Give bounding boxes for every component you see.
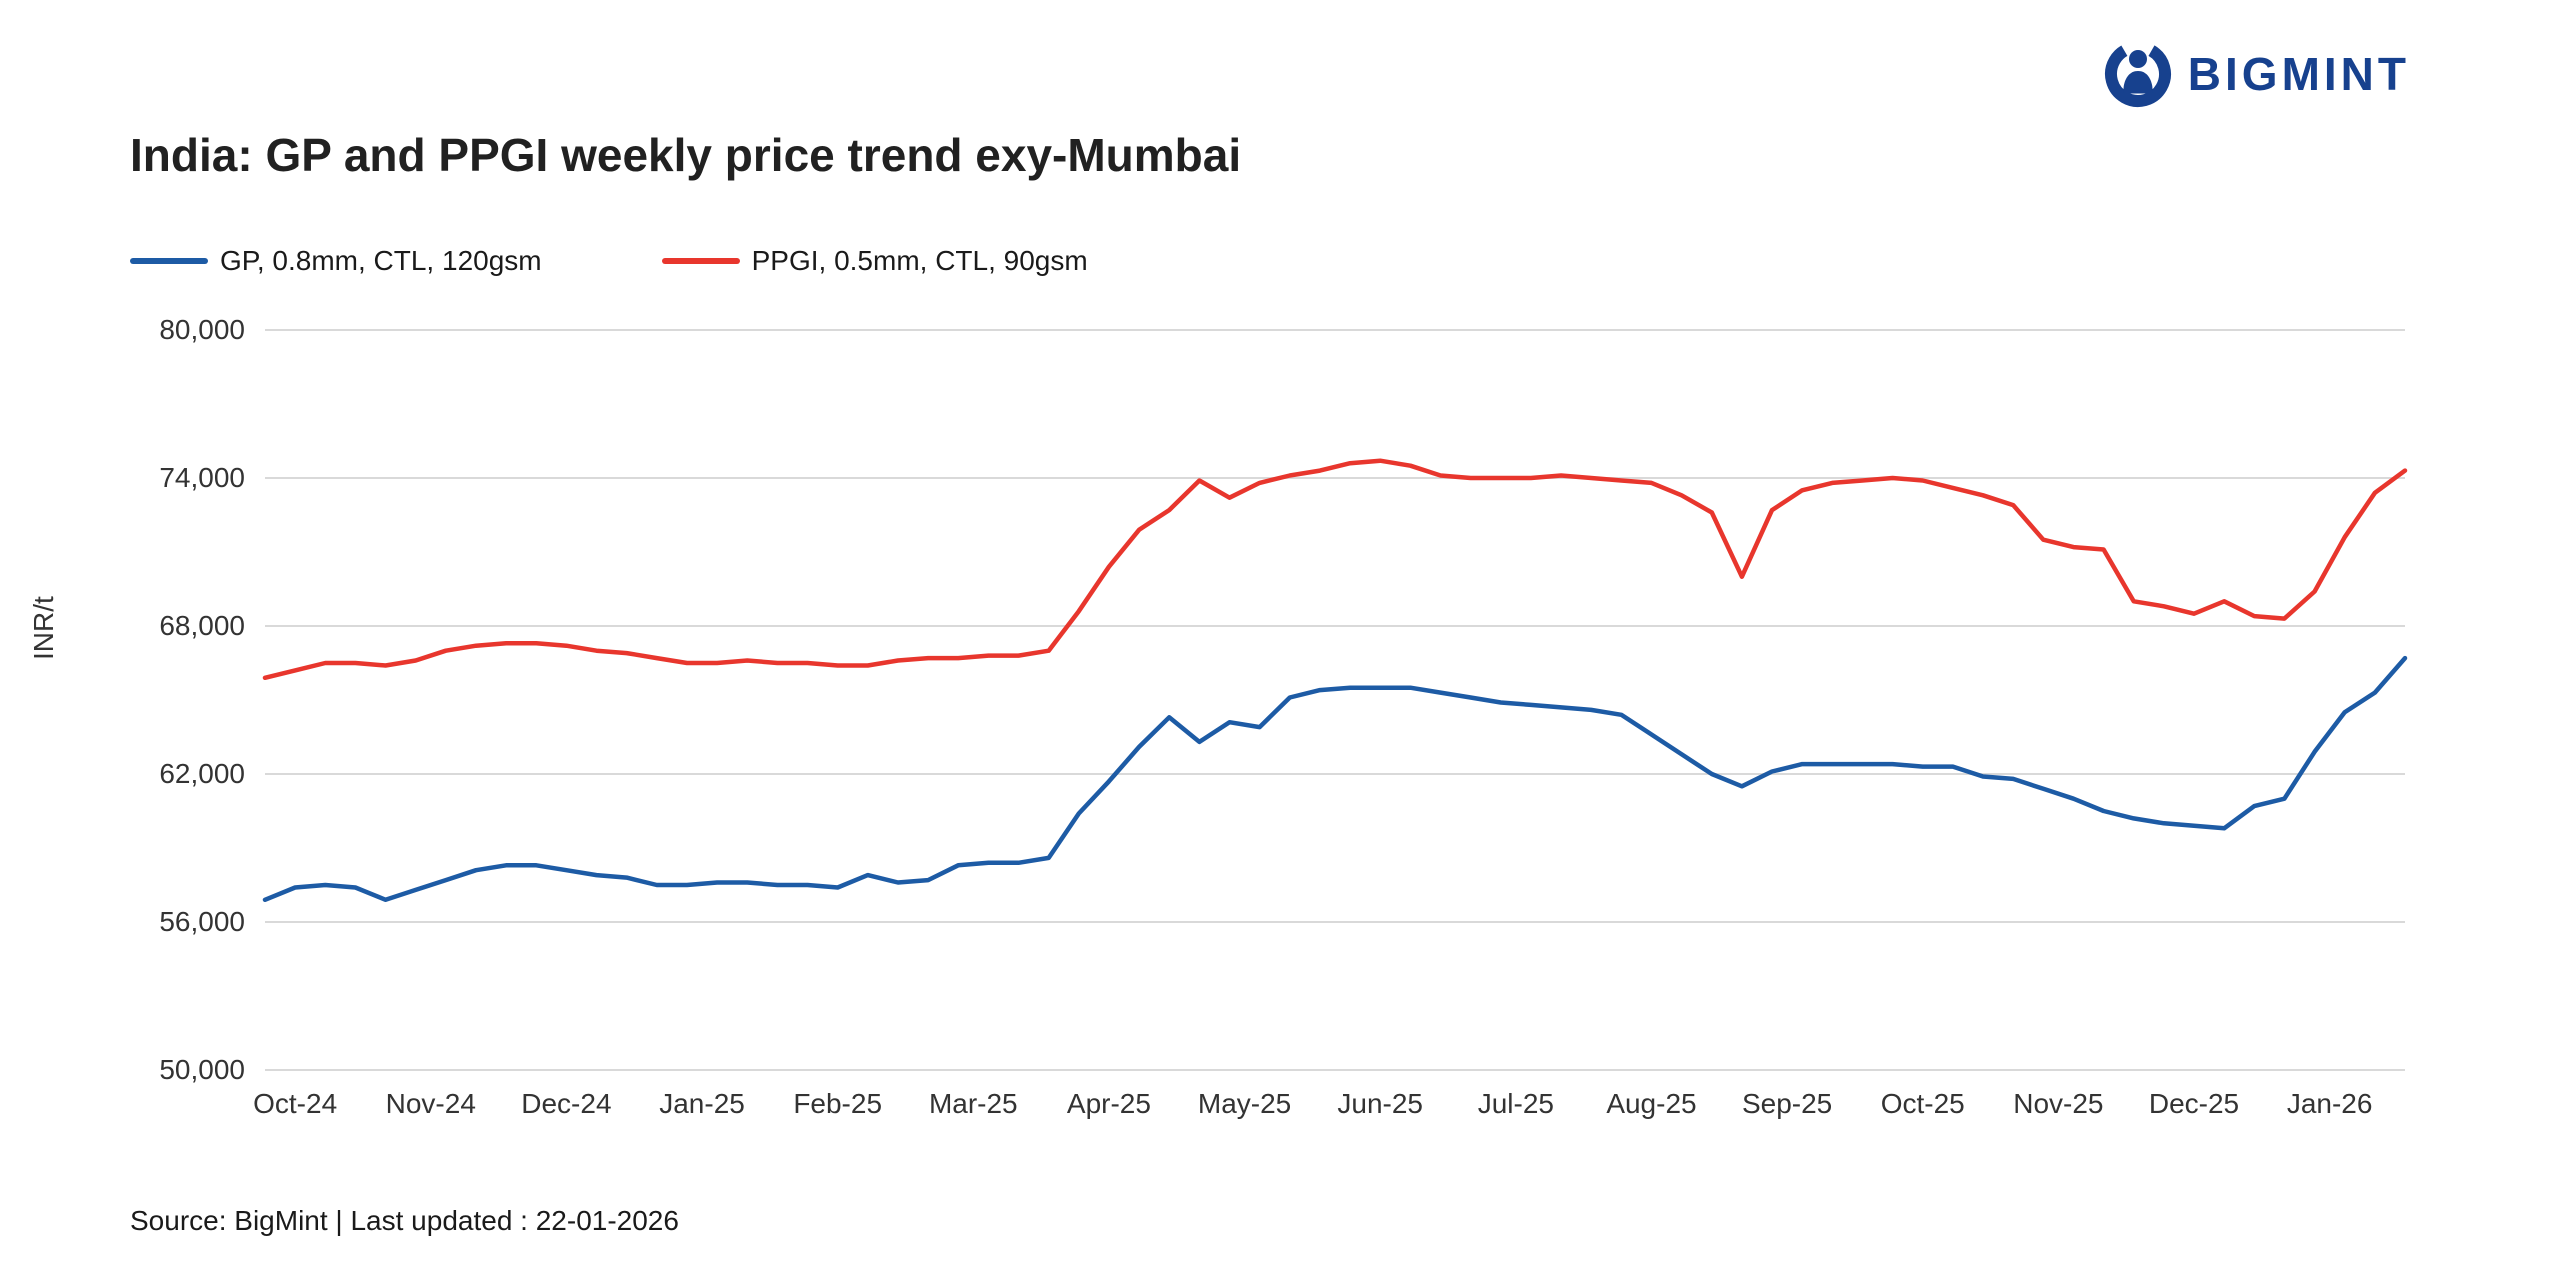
x-tick-label: Feb-25 (793, 1088, 883, 1119)
bigmint-logo-icon (2104, 41, 2171, 107)
x-tick-label: Sep-25 (1741, 1088, 1833, 1119)
y-tick-label: 68,000 (159, 610, 245, 641)
x-tick-label: Jul-25 (1477, 1088, 1554, 1119)
y-tick-label: 56,000 (159, 906, 245, 937)
legend-label-ppgi: PPGI, 0.5mm, CTL, 90gsm (751, 245, 1088, 276)
bigmint-logo-text: BIGMINT (2187, 48, 2410, 100)
plot-svg (262, 329, 2408, 1071)
y-tick-label: 50,000 (159, 1054, 245, 1085)
series-line-ppgi (262, 458, 2408, 681)
x-tick-label: Oct-24 (253, 1088, 338, 1119)
chart-title: India: GP and PPGI weekly price trend ex… (130, 129, 1242, 181)
legend-item-ppgi: PPGI, 0.5mm, CTL, 90gsm (661, 245, 1088, 277)
legend-label-gp: GP, 0.8mm, CTL, 120gsm (220, 245, 542, 276)
plot-area (262, 329, 2408, 1071)
x-tick-label: Oct-25 (1880, 1088, 1965, 1119)
series-line-gp (262, 655, 2408, 903)
source-note: Source: BigMint | Last updated : 22-01-2… (130, 1205, 679, 1236)
x-tick-label: Dec-25 (2148, 1088, 2240, 1119)
legend-item-gp: GP, 0.8mm, CTL, 120gsm (130, 245, 542, 277)
x-tick-label: May-25 (1197, 1088, 1292, 1119)
x-tick-label: Jan-25 (659, 1088, 745, 1119)
legend-swatch-ppgi (661, 258, 740, 264)
x-tick-label: Nov-24 (385, 1088, 476, 1119)
x-tick-label: Jan-26 (2286, 1088, 2373, 1119)
bigmint-logo: BIGMINT (2102, 38, 2410, 110)
y-tick-label: 80,000 (159, 314, 245, 345)
x-tick-label: Nov-25 (2013, 1088, 2104, 1119)
x-tick-label: Apr-25 (1066, 1088, 1151, 1119)
y-tick-label: 74,000 (159, 462, 245, 493)
y-axis-title: INR/t (28, 596, 59, 660)
y-tick-label: 62,000 (159, 758, 245, 789)
chart-legend: GP, 0.8mm, CTL, 120gsm PPGI, 0.5mm, CTL,… (130, 245, 1088, 277)
legend-swatch-gp (130, 258, 208, 264)
x-tick-label: Jun-25 (1337, 1088, 1424, 1119)
x-tick-label: Aug-25 (1606, 1088, 1697, 1119)
x-tick-label: Dec-24 (521, 1088, 612, 1119)
x-tick-label: Mar-25 (928, 1088, 1018, 1119)
